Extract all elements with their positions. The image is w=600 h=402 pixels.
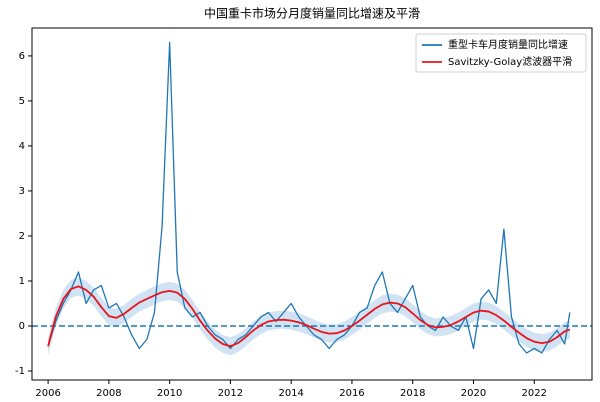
y-tick-label: 4 xyxy=(19,141,25,152)
x-tick-label: 2016 xyxy=(339,388,364,399)
x-tick-label: 2008 xyxy=(96,388,121,399)
series-line xyxy=(47,41,571,354)
y-tick-label: 6 xyxy=(19,51,25,62)
y-tick-label: -1 xyxy=(15,366,25,377)
x-tick-label: 2012 xyxy=(218,388,243,399)
x-tick-label: 2018 xyxy=(400,388,425,399)
series-line xyxy=(47,285,571,348)
x-tick-label: 2006 xyxy=(35,388,60,399)
x-tick-label: 2014 xyxy=(278,388,303,399)
x-tick-label: 2020 xyxy=(461,388,486,399)
y-tick-label: 1 xyxy=(19,276,25,287)
plot-frame xyxy=(31,27,593,381)
legend-label: Savitzky-Golay滤波器平滑 xyxy=(448,55,572,68)
legend-label: 重型卡车月度销量同比增速 xyxy=(448,38,568,51)
y-tick-label: 2 xyxy=(19,231,25,242)
x-tick-label: 2010 xyxy=(157,388,182,399)
y-tick-label: 5 xyxy=(19,96,25,107)
x-tick-label: 2022 xyxy=(522,388,547,399)
y-tick-label: 3 xyxy=(19,186,25,197)
legend-box xyxy=(415,33,587,73)
chart-title: 中国重卡市场分月度销量同比增速及平滑 xyxy=(204,6,420,21)
confidence-band xyxy=(48,277,570,356)
y-tick-label: 0 xyxy=(19,321,25,332)
